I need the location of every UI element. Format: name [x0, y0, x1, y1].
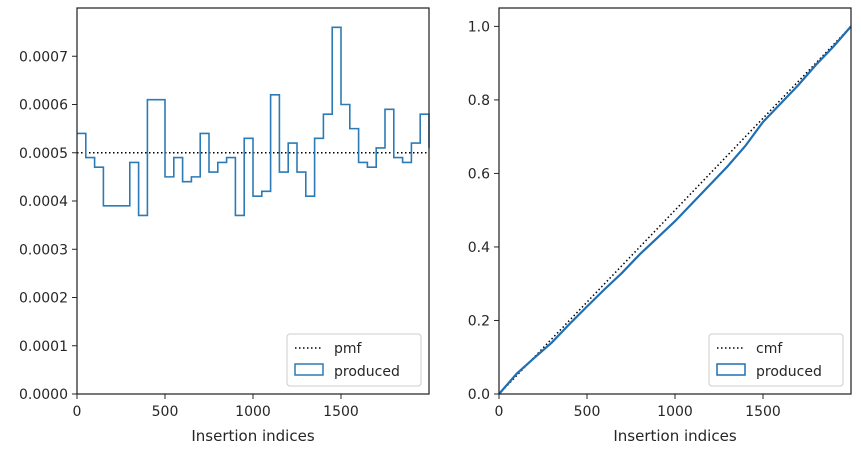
legend-pmf-label: pmf — [334, 341, 363, 357]
x-tick-label: 500 — [574, 404, 601, 420]
histogram-ticks: 0 500 1000 1500 0.0000 0.0001 0.0002 0.0003 0.00… — [19, 49, 359, 420]
y-tick-label: 0.0005 — [19, 146, 68, 162]
y-tick-label: 0.0000 — [19, 387, 68, 403]
y-tick-label: 0.4 — [468, 240, 490, 256]
histogram-panel: 0 500 1000 1500 0.0000 0.0001 0.0002 0.0003 0.00… — [19, 7, 430, 445]
legend-produced-label: produced — [756, 364, 822, 380]
legend-produced-swatch — [716, 363, 746, 376]
histogram-marks — [77, 26, 430, 217]
x-tick-label: 1500 — [745, 404, 781, 420]
y-tick-label: 0.0002 — [19, 291, 68, 307]
histogram-axes-frame — [76, 7, 430, 395]
legend-produced-swatch — [294, 363, 324, 376]
y-tick-label: 0.0006 — [19, 98, 68, 114]
y-tick-label: 1.0 — [468, 19, 490, 35]
cumulative-x-axis-label: Insertion indices — [613, 427, 736, 445]
x-tick-label: 1000 — [657, 404, 693, 420]
cumulative-axes-frame — [498, 7, 852, 395]
x-tick-label: 0 — [73, 404, 82, 420]
series-produced-step-line — [77, 26, 430, 217]
y-tick-label: 0.0007 — [19, 49, 68, 65]
y-tick-label: 0.2 — [468, 313, 490, 329]
cumulative-marks — [498, 25, 852, 395]
x-tick-label: 1000 — [235, 404, 271, 420]
y-tick-label: 0.6 — [468, 166, 490, 182]
histogram-legend: pmf produced — [286, 333, 422, 387]
cumulative-legend-box — [708, 333, 844, 387]
y-tick-label: 0.0001 — [19, 339, 68, 355]
cumulative-legend: cmf produced — [708, 333, 844, 387]
histogram-x-axis-label: Insertion indices — [191, 427, 314, 445]
x-tick-label: 0 — [495, 404, 504, 420]
y-tick-label: 0.8 — [468, 93, 490, 109]
x-tick-label: 500 — [152, 404, 179, 420]
y-tick-label: 0.0003 — [19, 242, 68, 258]
cumulative-panel: 0 500 1000 1500 0.0 0.2 0.4 0.6 0.8 1.0 Insertion… — [468, 7, 852, 445]
x-tick-label: 1500 — [323, 404, 359, 420]
legend-cmf-label: cmf — [756, 341, 783, 357]
cumulative-ticks: 0 500 1000 1500 0.0 0.2 0.4 0.6 0.8 1.0 — [468, 19, 781, 420]
y-tick-label: 0.0 — [468, 387, 490, 403]
legend-produced-label: produced — [334, 364, 400, 380]
y-tick-label: 0.0004 — [19, 194, 68, 210]
histogram-legend-box — [286, 333, 422, 387]
reference-line-cmf — [498, 25, 852, 395]
